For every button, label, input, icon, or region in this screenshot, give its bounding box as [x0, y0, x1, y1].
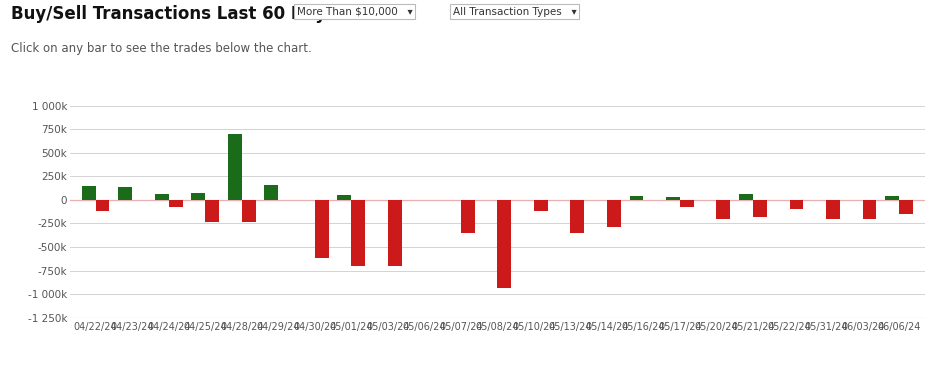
- Bar: [739, 194, 753, 200]
- Bar: [315, 200, 329, 258]
- Bar: [228, 134, 242, 200]
- Bar: [666, 197, 680, 200]
- Bar: [630, 196, 644, 200]
- Bar: [899, 200, 913, 214]
- Bar: [460, 200, 474, 233]
- Bar: [205, 200, 219, 222]
- Bar: [498, 200, 511, 288]
- Bar: [716, 200, 730, 219]
- Bar: [789, 200, 803, 210]
- Bar: [826, 200, 840, 219]
- Bar: [169, 200, 182, 207]
- Bar: [119, 187, 132, 200]
- Text: More Than $10,000   ▾: More Than $10,000 ▾: [297, 7, 413, 16]
- Bar: [337, 195, 351, 200]
- Bar: [753, 200, 767, 217]
- Bar: [155, 194, 169, 200]
- Bar: [534, 200, 547, 211]
- Text: Buy/Sell Transactions Last 60 Days: Buy/Sell Transactions Last 60 Days: [11, 5, 336, 23]
- Bar: [863, 200, 876, 219]
- Bar: [885, 196, 899, 200]
- Bar: [571, 200, 585, 233]
- Bar: [264, 185, 278, 200]
- Bar: [191, 193, 205, 200]
- Bar: [388, 200, 402, 266]
- Text: All Transaction Types   ▾: All Transaction Types ▾: [453, 7, 576, 16]
- Bar: [351, 200, 365, 266]
- Bar: [607, 200, 621, 227]
- Bar: [242, 200, 256, 222]
- Bar: [82, 186, 95, 200]
- Bar: [95, 200, 109, 211]
- Bar: [680, 200, 694, 207]
- Text: Click on any bar to see the trades below the chart.: Click on any bar to see the trades below…: [11, 42, 312, 55]
